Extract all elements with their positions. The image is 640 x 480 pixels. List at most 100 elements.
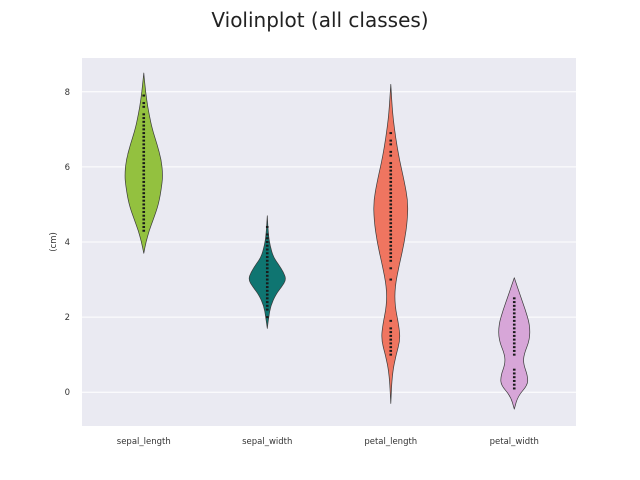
- y-axis-label: (cm): [49, 232, 59, 252]
- data-point: [389, 218, 393, 221]
- data-point: [389, 225, 393, 228]
- data-point: [389, 192, 393, 195]
- data-point: [512, 327, 516, 330]
- data-point: [265, 241, 269, 243]
- y-tick-label: 4: [65, 238, 70, 248]
- data-point: [389, 188, 393, 191]
- data-point: [389, 267, 393, 270]
- data-point: [389, 177, 393, 180]
- data-point: [265, 263, 269, 266]
- data-point: [142, 195, 146, 198]
- violin-petal_length: [373, 83, 409, 404]
- data-point: [142, 173, 146, 176]
- data-point: [389, 150, 393, 153]
- data-point: [512, 316, 516, 319]
- data-point: [512, 323, 516, 326]
- data-point: [512, 387, 516, 390]
- data-point: [265, 293, 269, 296]
- data-point: [512, 334, 516, 337]
- data-point: [142, 147, 146, 150]
- data-point: [512, 304, 516, 307]
- data-point: [265, 304, 269, 307]
- violin-petal_width: [498, 277, 531, 410]
- data-point: [142, 132, 146, 135]
- data-point: [389, 229, 393, 232]
- data-point: [389, 203, 393, 206]
- data-point: [512, 383, 516, 386]
- data-point: [265, 244, 269, 247]
- data-point: [389, 143, 393, 146]
- data-point: [389, 349, 393, 352]
- data-point: [389, 346, 393, 349]
- data-point: [389, 184, 393, 187]
- data-point: [265, 289, 269, 292]
- y-tick-labels: 0 2 4 6 8: [65, 88, 70, 398]
- data-point: [265, 286, 269, 289]
- data-point: [389, 244, 393, 247]
- data-point: [512, 342, 516, 345]
- data-point: [142, 102, 146, 105]
- data-point: [389, 173, 393, 176]
- data-point: [142, 117, 146, 120]
- data-point: [512, 301, 516, 304]
- y-tick-label: 2: [65, 313, 70, 323]
- x-tick-label: petal_width: [490, 437, 539, 447]
- data-point: [265, 248, 269, 251]
- x-tick-labels: sepal_length sepal_width petal_length petal…: [117, 437, 539, 447]
- data-point: [389, 319, 393, 322]
- chart-title: Violinplot (all classes): [211, 8, 428, 32]
- data-point: [265, 308, 269, 311]
- data-point: [389, 132, 393, 135]
- data-point: [142, 105, 146, 108]
- data-point: [265, 256, 269, 259]
- data-point: [389, 342, 393, 345]
- data-point: [142, 135, 146, 138]
- data-point: [512, 338, 516, 341]
- data-point: [142, 214, 146, 217]
- data-point: [389, 256, 393, 259]
- data-point: [512, 346, 516, 349]
- data-point: [389, 241, 393, 243]
- data-point: [265, 274, 269, 277]
- x-tick-label: petal_length: [364, 437, 417, 447]
- data-point: [265, 278, 269, 281]
- data-point: [142, 210, 146, 213]
- data-point: [389, 338, 393, 341]
- data-point: [142, 192, 146, 195]
- data-point: [265, 301, 269, 304]
- data-point: [265, 259, 269, 262]
- data-point: [389, 334, 393, 337]
- data-point: [142, 199, 146, 202]
- data-point: [389, 248, 393, 251]
- data-point: [512, 331, 516, 334]
- data-point: [142, 143, 146, 146]
- data-point: [512, 312, 516, 315]
- data-point: [265, 316, 269, 319]
- data-point: [389, 252, 393, 255]
- data-point: [389, 207, 393, 210]
- data-point: [142, 165, 146, 168]
- data-point: [389, 169, 393, 172]
- data-point: [142, 150, 146, 153]
- y-tick-label: 6: [65, 163, 70, 173]
- data-point: [512, 349, 516, 352]
- data-point: [142, 128, 146, 131]
- data-point: [389, 259, 393, 262]
- data-point: [389, 222, 393, 225]
- data-point: [142, 222, 146, 225]
- data-point: [512, 376, 516, 379]
- data-point: [142, 225, 146, 228]
- data-point: [142, 188, 146, 191]
- data-point: [142, 207, 146, 210]
- data-point: [142, 180, 146, 183]
- data-point: [389, 165, 393, 168]
- violin-body: [373, 83, 409, 404]
- data-point: [142, 158, 146, 161]
- data-point: [512, 319, 516, 322]
- data-point: [389, 154, 393, 157]
- data-point: [142, 162, 146, 165]
- y-tick-label: 0: [65, 388, 70, 398]
- data-point: [389, 278, 393, 281]
- data-point: [512, 353, 516, 356]
